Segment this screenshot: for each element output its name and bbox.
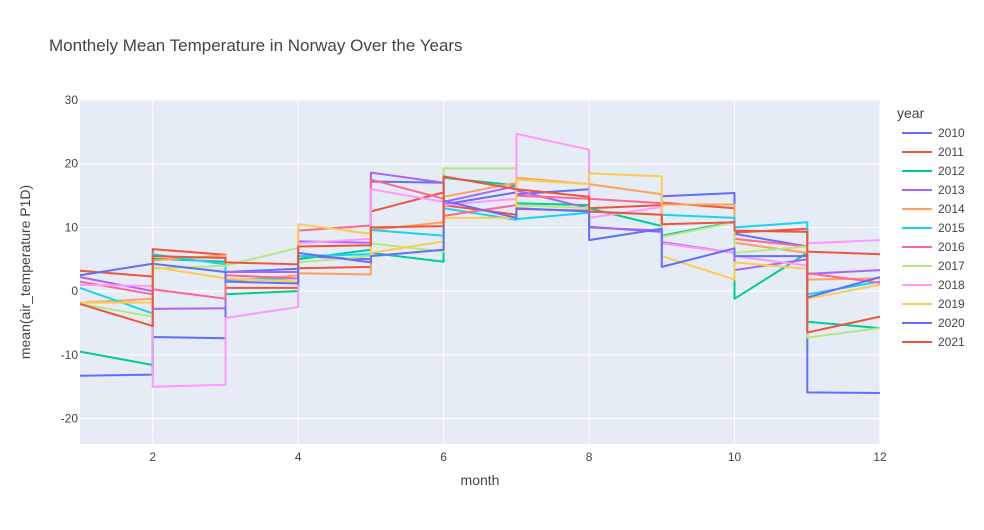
x-tick-label: 6 (440, 450, 447, 464)
legend-label: 2012 (938, 164, 965, 178)
legend-label: 2010 (938, 126, 965, 140)
y-tick-label: 10 (65, 220, 79, 234)
legend-item-2016[interactable]: 2016 (902, 240, 965, 254)
legend-label: 2014 (938, 202, 965, 216)
y-axis-label: mean(air_temperature P1D) (17, 185, 33, 359)
x-axis-label: month (461, 472, 500, 488)
x-axis-ticks: 2 4 6 8 10 12 (149, 450, 887, 464)
series-lines (80, 132, 880, 394)
legend-label: 2015 (938, 221, 965, 235)
x-tick-label: 10 (728, 450, 742, 464)
x-tick-label: 8 (586, 450, 593, 464)
plot-background (80, 100, 880, 444)
legend-label: 2018 (938, 278, 965, 292)
legend-item-2021[interactable]: 2021 (902, 335, 965, 349)
legend-item-2012[interactable]: 2012 (902, 164, 965, 178)
series-line-2021[interactable] (80, 175, 880, 334)
legend-item-2017[interactable]: 2017 (902, 259, 965, 273)
y-axis-ticks: -20 -10 0 10 20 30 (61, 93, 79, 426)
y-tick-label: 20 (65, 157, 79, 171)
x-tick-label: 12 (873, 450, 887, 464)
chart-title: Monthely Mean Temperature in Norway Over… (49, 36, 463, 55)
legend-item-2018[interactable]: 2018 (902, 278, 965, 292)
legend-item-2019[interactable]: 2019 (902, 297, 965, 311)
legend[interactable]: year 2010 2011 2012 2013 2014 2015 2016 2017 201… (897, 105, 965, 349)
y-tick-label: 0 (71, 284, 78, 298)
legend-label: 2016 (938, 240, 965, 254)
y-tick-label: 30 (65, 93, 79, 107)
legend-label: 2017 (938, 259, 965, 273)
legend-label: 2013 (938, 183, 965, 197)
legend-label: 2011 (938, 145, 964, 159)
x-tick-label: 2 (149, 450, 156, 464)
legend-label: 2020 (938, 316, 965, 330)
legend-title: year (897, 105, 925, 121)
legend-item-2015[interactable]: 2015 (902, 221, 965, 235)
y-tick-label: -20 (61, 412, 79, 426)
x-tick-label: 4 (295, 450, 302, 464)
legend-item-2010[interactable]: 2010 (902, 126, 965, 140)
series-line-2020[interactable] (80, 199, 880, 299)
legend-label: 2019 (938, 297, 965, 311)
y-tick-label: -10 (61, 348, 79, 362)
legend-item-2020[interactable]: 2020 (902, 316, 965, 330)
legend-item-2014[interactable]: 2014 (902, 202, 965, 216)
legend-label: 2021 (938, 335, 965, 349)
legend-item-2013[interactable]: 2013 (902, 183, 965, 197)
legend-item-2011[interactable]: 2011 (902, 145, 964, 159)
